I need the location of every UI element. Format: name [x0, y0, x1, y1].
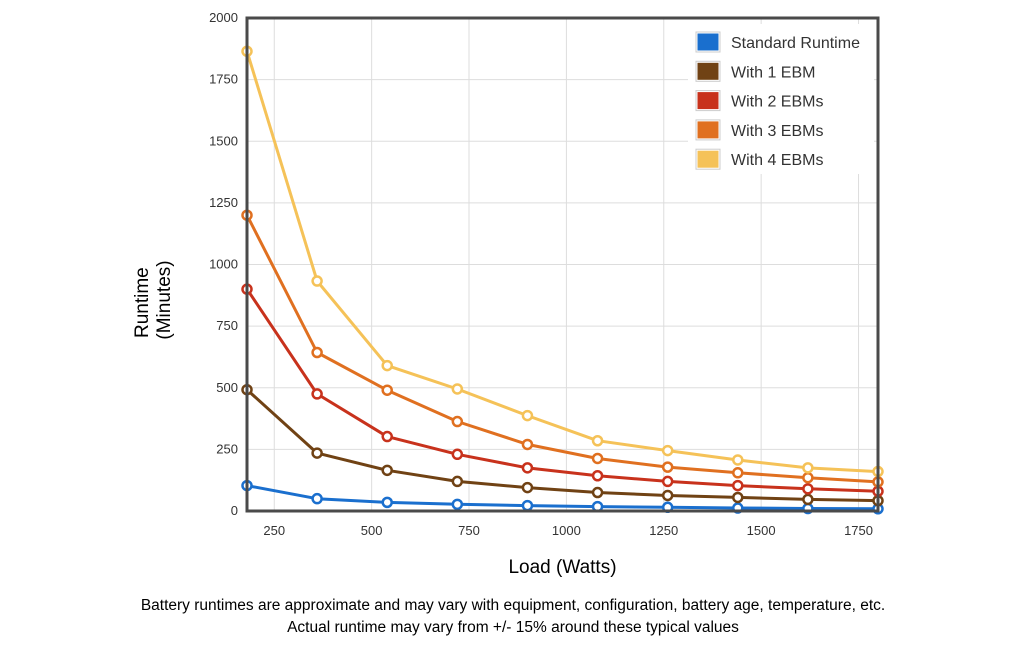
- legend-swatch: [696, 61, 720, 81]
- y-axis-title: Runtime (Minutes): [132, 260, 175, 339]
- legend-swatch-border: [695, 60, 721, 82]
- data-point: [521, 481, 534, 494]
- data-point: [381, 384, 393, 396]
- chart-legend: Standard Runtime With 1 EBM With 2 EBMs Wit…: [688, 24, 874, 174]
- legend-swatch: [696, 149, 720, 169]
- data-point: [381, 430, 393, 443]
- legend-label: With 4 EBMs: [731, 152, 823, 169]
- data-point: [451, 475, 464, 488]
- data-point: [521, 409, 534, 422]
- data-point: [802, 493, 814, 506]
- legend-swatch: [696, 32, 720, 52]
- x-tick-label: 1250: [649, 523, 678, 538]
- data-point: [311, 346, 323, 359]
- y-axis-title-line-2: (Minutes): [154, 260, 175, 339]
- y-tick-label: 750: [216, 318, 238, 333]
- data-point: [381, 359, 393, 372]
- series-line: [245, 288, 879, 493]
- series-with-3-ebms: [241, 209, 884, 488]
- series-with-2-ebms: [241, 283, 884, 498]
- series-line: [245, 50, 879, 474]
- y-tick-label: 1250: [209, 195, 238, 210]
- x-tick-label: 250: [263, 523, 285, 538]
- y-tick-label: 1750: [209, 72, 238, 87]
- data-point: [311, 388, 323, 400]
- legend-item: With 3 EBMs: [695, 119, 823, 141]
- data-point: [451, 448, 464, 461]
- y-axis-title-line-1: Runtime: [132, 267, 153, 338]
- series-standard-runtime: [241, 479, 884, 515]
- legend-item: Standard Runtime: [695, 31, 860, 53]
- y-tick-label: 1500: [209, 133, 238, 148]
- data-point: [591, 470, 604, 482]
- legend-label: With 3 EBMs: [731, 123, 823, 140]
- data-point: [802, 483, 814, 495]
- data-point: [661, 489, 674, 502]
- legend-swatch: [696, 120, 720, 140]
- x-tick-label: 1500: [747, 523, 776, 538]
- legend-item: With 4 EBMs: [695, 148, 823, 170]
- x-tick-label: 1750: [844, 523, 873, 538]
- data-point: [732, 467, 744, 479]
- footnote-approximate-runtimes: Battery runtimes are approximate and may…: [140, 597, 886, 614]
- y-tick-label: 2000: [209, 10, 238, 25]
- legend-swatch-border: [695, 90, 721, 112]
- data-point: [661, 475, 674, 488]
- y-tick-label: 0: [231, 503, 238, 518]
- series-line: [245, 214, 879, 484]
- legend-item: With 2 EBMs: [695, 90, 823, 112]
- data-point: [732, 479, 744, 492]
- legend-swatch-border: [695, 31, 721, 53]
- data-point: [311, 492, 323, 505]
- data-point: [802, 471, 814, 484]
- x-tick-label: 500: [361, 523, 383, 538]
- data-point: [451, 498, 464, 511]
- legend-item: With 1 EBM: [695, 60, 815, 82]
- data-point: [381, 496, 393, 509]
- data-point: [521, 462, 534, 474]
- data-point: [661, 444, 674, 457]
- data-point: [521, 499, 534, 512]
- data-point: [311, 275, 323, 287]
- data-point: [732, 491, 744, 504]
- y-tick-label: 250: [216, 441, 238, 456]
- data-point: [521, 438, 534, 451]
- axis-ticks: 0 250 500 750 1000 1250 1500 1750 2000 250 500 750 1…: [209, 10, 873, 538]
- x-axis-title: Load (Watts): [508, 557, 616, 578]
- data-point: [661, 461, 674, 473]
- data-point: [802, 462, 814, 474]
- legend-label: With 1 EBM: [731, 64, 815, 81]
- data-point: [591, 452, 604, 465]
- data-point: [591, 486, 604, 499]
- x-tick-label: 1000: [552, 523, 581, 538]
- legend-swatch: [696, 91, 720, 111]
- data-point: [451, 415, 464, 428]
- x-tick-label: 750: [458, 523, 480, 538]
- runtime-chart: 0 250 500 750 1000 1250 1500 1750 2000 250 500 750 1…: [132, 10, 884, 578]
- legend-label: Standard Runtime: [731, 35, 860, 52]
- plot-frame: [245, 16, 880, 513]
- legend-swatch-border: [695, 148, 721, 170]
- series-line: [246, 484, 879, 511]
- data-point: [381, 464, 393, 477]
- legend-label: With 2 EBMs: [731, 94, 823, 111]
- y-tick-label: 1000: [209, 257, 238, 272]
- footnote-variance: Actual runtime may vary from +/- 15% aro…: [287, 619, 739, 636]
- series-line: [245, 388, 879, 503]
- data-point: [732, 454, 744, 466]
- data-point: [451, 383, 464, 395]
- legend-swatch-border: [695, 119, 721, 141]
- chart-series: [241, 45, 884, 515]
- data-point: [311, 447, 323, 459]
- data-point: [591, 434, 604, 447]
- y-tick-label: 500: [216, 380, 238, 395]
